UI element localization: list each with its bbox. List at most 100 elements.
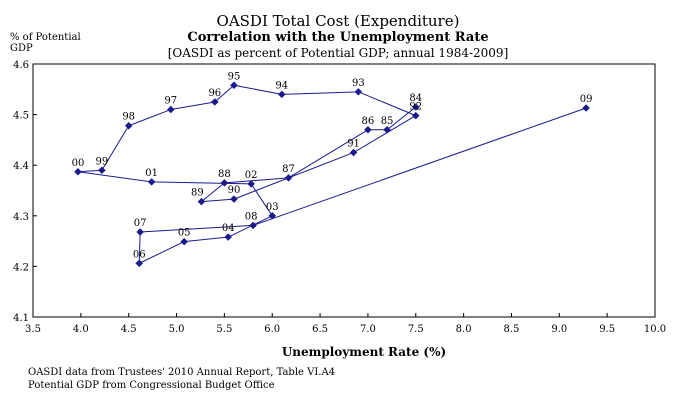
data-point-05 <box>180 237 189 246</box>
series-line-segment <box>101 125 130 171</box>
data-point-93 <box>354 87 363 96</box>
series-line-segment <box>77 171 152 183</box>
series-line-segment <box>353 115 417 153</box>
data-point-92 <box>411 111 420 120</box>
data-point-91 <box>349 148 358 157</box>
point-label-84: 84 <box>409 93 422 104</box>
data-point-99 <box>98 166 106 175</box>
point-label-86: 86 <box>362 116 375 127</box>
y-tick-label: 4.6 <box>13 60 29 71</box>
point-label-96: 96 <box>208 88 221 99</box>
x-tick-label: 7.5 <box>408 324 424 335</box>
data-point-98 <box>124 121 133 130</box>
source-note-2: Potential GDP from Congressional Budget … <box>28 380 275 391</box>
data-point-87 <box>284 173 293 182</box>
x-axis-label: Unemployment Rate (%) <box>281 345 447 359</box>
source-note-1: OASDI data from Trustees' 2010 Annual Re… <box>28 367 336 378</box>
series-line-segment <box>170 101 215 111</box>
point-label-87: 87 <box>282 164 295 175</box>
point-label-00: 00 <box>72 158 85 169</box>
point-label-93: 93 <box>352 78 365 89</box>
data-point-03 <box>268 211 277 220</box>
data-point-01 <box>147 178 156 186</box>
data-point-06 <box>135 259 144 268</box>
y-tick-label: 4.2 <box>13 262 29 273</box>
series-line-segment <box>201 182 225 203</box>
y-tick-label: 4.5 <box>13 111 29 122</box>
data-point-94 <box>277 90 286 99</box>
point-label-03: 03 <box>266 202 279 213</box>
series-line-segment <box>138 231 141 264</box>
point-label-92: 92 <box>409 102 422 113</box>
series-line-segment <box>77 169 102 173</box>
series-line-segment <box>227 215 273 238</box>
point-label-85: 85 <box>381 116 394 127</box>
x-tick-label: 5.5 <box>216 324 232 335</box>
data-point-86 <box>364 125 372 134</box>
series-line-segment <box>139 241 185 264</box>
data-point-96 <box>210 98 219 106</box>
series-line-segment <box>281 91 359 95</box>
series-line-segment <box>288 129 369 179</box>
series-line-segment <box>224 177 289 184</box>
plot-area <box>32 63 656 318</box>
x-tick-label: 4.5 <box>121 324 137 335</box>
point-label-02: 02 <box>245 170 258 181</box>
x-tick-label: 6.5 <box>312 324 328 335</box>
data-point-90 <box>230 195 238 203</box>
series-line-segment <box>201 198 234 203</box>
series-line-segment <box>184 236 229 243</box>
y-axis-unit-label: % of Potential GDP <box>10 32 81 54</box>
point-label-09: 09 <box>580 94 593 105</box>
point-label-97: 97 <box>164 96 177 107</box>
point-label-89: 89 <box>191 188 204 199</box>
point-label-05: 05 <box>178 228 191 239</box>
series-line-segment <box>358 91 416 117</box>
x-tick-label: 10.0 <box>644 324 666 335</box>
chart-title: OASDI Total Cost (Expenditure) <box>216 12 460 30</box>
data-point-00 <box>74 167 82 176</box>
chart-subtitle-detail: [OASDI as percent of Potential GDP; annu… <box>167 46 509 60</box>
point-label-98: 98 <box>122 112 135 123</box>
data-point-02 <box>247 180 256 188</box>
x-tick-label: 8.0 <box>456 324 472 335</box>
data-point-97 <box>166 105 175 114</box>
point-label-88: 88 <box>218 169 231 180</box>
series-line-segment <box>233 84 282 95</box>
x-tick-label: 9.0 <box>551 324 567 335</box>
series-line-segment <box>214 84 235 103</box>
series-line-segment <box>140 224 254 233</box>
series-line-segment <box>386 106 417 131</box>
y-tick-label: 4.3 <box>13 212 29 223</box>
series-line-segment <box>128 109 171 127</box>
x-tick-label: 5.0 <box>169 324 185 335</box>
x-tick-label: 6.0 <box>264 324 280 335</box>
x-tick-label: 9.5 <box>599 324 615 335</box>
data-point-09 <box>582 104 590 112</box>
series-line-segment <box>250 183 273 217</box>
x-tick-label: 8.5 <box>504 324 520 335</box>
series-line-segment <box>233 152 354 200</box>
point-label-94: 94 <box>275 80 288 91</box>
series-line-segment <box>151 181 252 185</box>
series-line-segment <box>252 107 587 226</box>
point-label-08: 08 <box>245 211 258 222</box>
x-tick-label: 7.0 <box>360 324 376 335</box>
data-point-85 <box>383 125 391 134</box>
y-tick-label: 4.1 <box>13 313 29 324</box>
point-label-90: 90 <box>228 185 241 196</box>
point-label-91: 91 <box>347 139 360 150</box>
data-point-88 <box>220 179 229 187</box>
point-label-01: 01 <box>145 168 158 179</box>
point-label-99: 99 <box>96 156 109 167</box>
data-point-84 <box>411 103 420 111</box>
y-tick-label: 4.4 <box>13 161 29 172</box>
data-point-95 <box>230 81 238 90</box>
point-label-06: 06 <box>133 249 146 260</box>
data-point-04 <box>224 233 233 241</box>
point-label-04: 04 <box>222 223 235 234</box>
data-point-07 <box>136 228 145 236</box>
x-tick-label: 4.0 <box>73 324 89 335</box>
point-label-07: 07 <box>134 218 147 229</box>
